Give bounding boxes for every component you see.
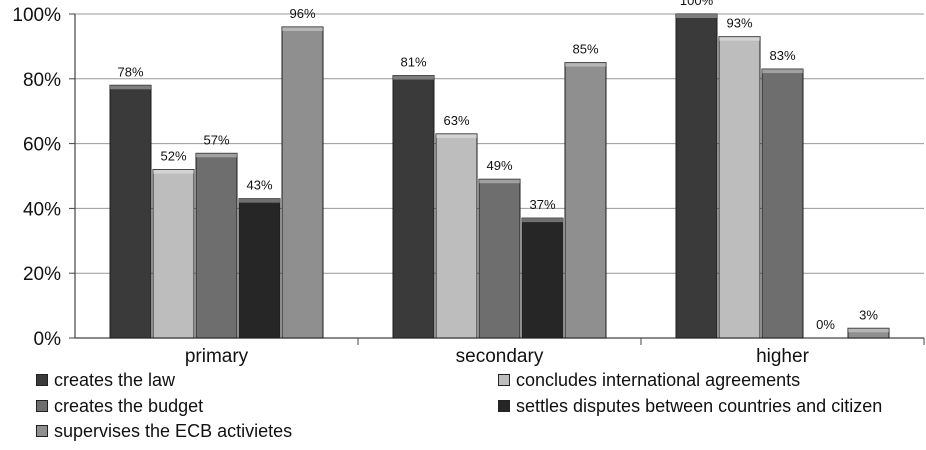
y-tick-label: 20% [23,264,61,285]
data-label: 85% [572,42,598,57]
x-category-label: primary [185,346,249,367]
legend: creates the law concludes international … [0,369,926,445]
bar [675,13,718,339]
data-label: 0% [816,317,835,332]
bar [109,84,152,339]
legend-item-creates-the-budget: creates the budget [36,395,203,417]
legend-swatch [36,374,48,386]
data-label: 100% [680,0,714,8]
legend-label: creates the law [54,370,176,390]
legend-swatch [36,425,48,437]
y-tick-label: 100% [12,5,61,26]
bar [847,327,890,339]
bar-highlight [436,133,477,138]
bar-highlight [522,218,563,223]
bar [281,26,324,339]
legend-label: supervises the ECB activietes [54,421,293,441]
data-label: 43% [246,178,272,193]
bar [761,68,804,339]
y-tick-label: 0% [34,329,62,350]
legend-item-settles-disputes: settles disputes between countries and c… [498,395,882,417]
bar [152,169,195,339]
x-category-label: secondary [456,346,544,367]
bar-highlight [565,62,606,67]
x-category-label: higher [756,346,809,367]
legend-item-concludes-international-agreements: concludes international agreements [498,369,800,391]
data-label: 83% [769,48,795,63]
bar-highlight [110,85,151,90]
legend-label: creates the budget [54,396,204,416]
bar-highlight [393,75,434,80]
bar [392,75,435,339]
data-label: 49% [486,158,512,173]
data-label: 52% [160,149,186,164]
data-label: 63% [443,113,469,128]
data-label: 3% [859,307,878,322]
bar [195,152,238,339]
bar-highlight [676,14,717,18]
legend-swatch [498,374,510,386]
bar [435,133,478,339]
y-tick-label: 80% [23,70,61,91]
bar [564,62,607,339]
data-label: 57% [203,132,229,147]
bar [718,36,761,339]
data-label: 81% [400,55,426,70]
bar-highlight [196,153,237,158]
data-label: 93% [726,16,752,31]
bar-highlight [719,36,760,41]
legend-label: concludes international agreements [516,370,801,390]
bar [238,198,281,339]
data-label: 96% [289,6,315,21]
legend-label: settles disputes between countries and c… [516,396,883,416]
bar-highlight [479,179,520,184]
legend-item-creates-the-law: creates the law [36,369,175,391]
data-label: 78% [117,64,143,79]
legend-swatch [498,400,510,412]
bar [478,178,521,339]
bar [521,217,564,339]
bar-highlight [239,198,280,203]
y-tick-label: 60% [23,135,61,156]
legend-item-supervises-ecb: supervises the ECB activietes [36,420,292,442]
bar-highlight [848,328,889,333]
bar-highlight [282,26,323,31]
bar-highlight [762,69,803,74]
data-label: 37% [529,197,555,212]
bar-highlight [153,169,194,174]
y-tick-label: 40% [23,199,61,220]
legend-swatch [36,400,48,412]
